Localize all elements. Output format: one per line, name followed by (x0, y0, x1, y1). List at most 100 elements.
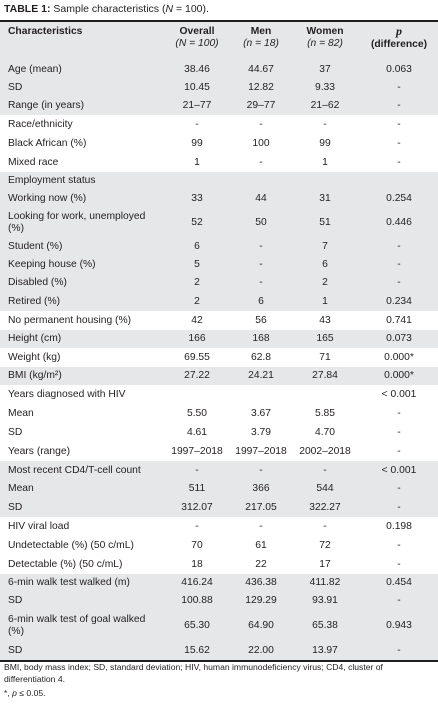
cell-women: 65.38 (312, 619, 338, 631)
table-row: Range (in years) 21–77 29–77 21–62 - (0, 97, 438, 115)
table-body: Age (mean) 38.46 44.67 37 0.063 SD 10.45 12.82 9… (0, 61, 438, 660)
cell-p-value: - (397, 558, 401, 570)
header-overall: Overall (N = 100) (162, 26, 232, 49)
cell-p-value: 0.198 (386, 520, 412, 532)
cell-men: 3.67 (250, 407, 272, 419)
cell-women: 99 (319, 137, 331, 149)
cell-men: - (259, 241, 263, 252)
cell-women: 2 (322, 277, 328, 288)
cell-women: 1 (322, 295, 328, 307)
caption-text-before: Sample characteristics ( (50, 3, 166, 15)
characteristics-table: Characteristics Overall (N = 100) Men (n… (0, 20, 438, 662)
cell-p-value: 0.073 (386, 333, 412, 344)
cell-men: 50 (255, 217, 267, 228)
cell-men: - (259, 277, 263, 288)
cell-men: 129.29 (245, 595, 277, 606)
cell-men: - (259, 520, 263, 532)
table-row: Age (mean) 38.46 44.67 37 0.063 (0, 61, 438, 79)
cell-overall: 511 (188, 483, 206, 494)
header-women-label: Women (306, 26, 344, 37)
cell-overall: 18 (191, 558, 203, 570)
cell-characteristic: Range (in years) (8, 100, 85, 111)
cell-p-value: 0.000* (384, 370, 414, 381)
table-row: SD 100.88 129.29 93.91 - (0, 592, 438, 610)
table-caption: TABLE 1: Sample characteristics (N = 100… (0, 0, 438, 19)
cell-p-value: - (397, 156, 401, 168)
cell-overall: 33 (191, 193, 203, 204)
cell-p-value: 0.254 (386, 193, 412, 204)
cell-women: 165 (316, 333, 334, 344)
cell-characteristic: Years (range) (8, 445, 71, 457)
cell-characteristic: Disabled (%) (8, 277, 67, 288)
cell-p-value: 0.943 (386, 619, 412, 631)
cell-p-value: - (397, 137, 401, 149)
cell-p-value: - (397, 426, 401, 438)
cell-p-value: 0.741 (386, 314, 412, 326)
cell-characteristic: SD (8, 426, 23, 438)
cell-women: 1 (322, 156, 328, 168)
table-row: Keeping house (%) 5 - 6 - (0, 256, 438, 274)
cell-women: 93.91 (312, 595, 338, 606)
cell-women: 43 (319, 314, 331, 326)
cell-men: 168 (252, 333, 270, 344)
cell-men: 366 (252, 483, 270, 494)
cell-men: 436.38 (245, 577, 277, 588)
cell-characteristic: HIV viral load (8, 520, 70, 532)
table-row: 6-min walk test of goal walked (%) 65.30 6… (0, 610, 438, 641)
cell-men: 44 (255, 193, 267, 204)
cell-p-value: 0.000* (384, 351, 414, 363)
cell-characteristic: Most recent CD4/T-cell count (8, 464, 141, 476)
cell-men: - (259, 259, 263, 270)
cell-women: 9.33 (314, 82, 336, 93)
cell-men: 22.00 (248, 644, 274, 656)
cell-overall: 70 (191, 539, 203, 551)
table-header-row: Characteristics Overall (N = 100) Men (n… (0, 22, 438, 61)
cell-overall: 42 (191, 314, 203, 326)
header-characteristics: Characteristics (8, 26, 83, 37)
header-p-label: p (396, 24, 402, 38)
cell-characteristic: SD (8, 82, 23, 93)
table-row: BMI (kg/m²) 27.22 24.21 27.84 0.000* (0, 367, 438, 385)
cell-characteristic: SD (8, 644, 23, 656)
cell-overall: - (195, 464, 199, 476)
header-women-sub: (n = 82) (307, 37, 343, 49)
table-row: Most recent CD4/T-cell count - - - < 0.001 (0, 461, 438, 480)
cell-overall: - (195, 118, 199, 130)
cell-characteristic: 6-min walk test walked (m) (8, 577, 130, 588)
header-overall-sub: (N = 100) (175, 37, 219, 49)
table-row: SD 15.62 22.00 13.97 - (0, 641, 438, 660)
header-p: p (difference) (360, 24, 438, 50)
cell-men: 29–77 (246, 100, 276, 111)
table-row: Race/ethnicity - - - - (0, 115, 438, 134)
caption-n-symbol: N (165, 3, 174, 15)
cell-p-value: 0.446 (386, 217, 412, 228)
table-row: Mean 511 366 544 - (0, 480, 438, 498)
cell-men: 3.79 (250, 426, 272, 438)
cell-women: 71 (319, 351, 331, 363)
cell-overall: 416.24 (181, 577, 213, 588)
cell-p-value: - (397, 277, 401, 288)
table-footnote: BMI, body mass index; SD, standard devia… (4, 662, 383, 684)
cell-characteristic: Student (%) (8, 241, 63, 252)
sig-symbol: *, (4, 688, 13, 698)
cell-p-value: < 0.001 (381, 464, 417, 476)
cell-men: 100 (252, 137, 270, 149)
cell-overall: 1 (194, 156, 200, 168)
table-row: Looking for work, unemployed (%) 52 50 51 0.… (0, 208, 438, 238)
header-women: Women (n = 82) (290, 26, 360, 49)
cell-men: 61 (255, 539, 267, 551)
table-row: SD 10.45 12.82 9.33 - (0, 79, 438, 97)
cell-p-value: - (397, 118, 401, 130)
table-label: TABLE 1: (4, 3, 51, 15)
cell-overall: 2 (194, 277, 200, 288)
cell-men: - (259, 118, 263, 130)
cell-overall: 27.22 (184, 370, 210, 381)
cell-p-value: - (397, 539, 401, 551)
sig-p: p (12, 688, 17, 698)
table-row: Mean 5.50 3.67 5.85 - (0, 404, 438, 423)
cell-p-value: - (397, 82, 401, 93)
cell-characteristic: Mean (8, 483, 34, 494)
table-row: Years (range) 1997–2018 1997–2018 2002–2018… (0, 442, 438, 461)
cell-characteristic: 6-min walk test of goal walked (%) (8, 613, 146, 637)
significance-footnote: *, p ≤ 0.05. (4, 688, 46, 699)
